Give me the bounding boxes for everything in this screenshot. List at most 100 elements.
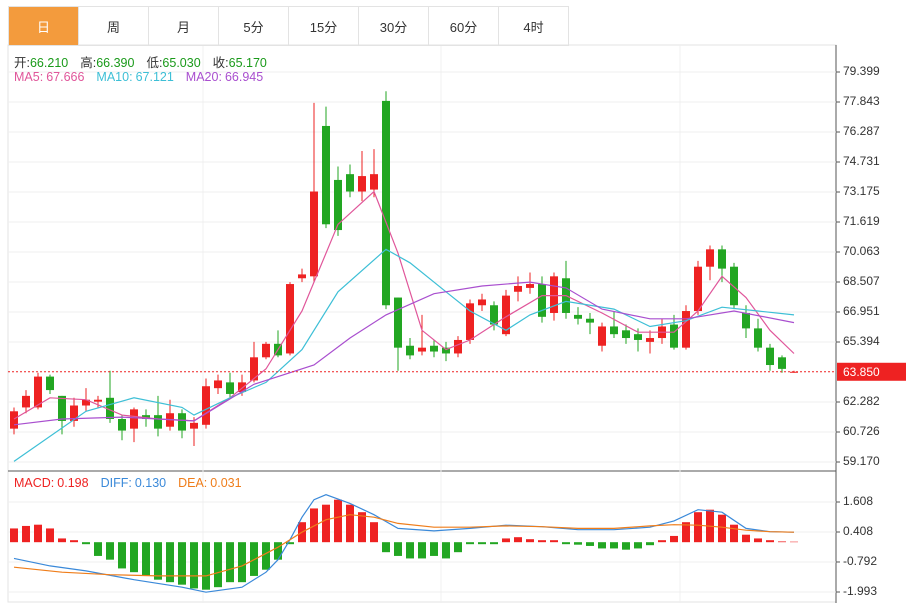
macd-bar <box>766 540 774 543</box>
legend-name: MA10: <box>96 70 133 84</box>
candle-body <box>334 179 342 231</box>
period-tab[interactable]: 月 <box>149 7 219 45</box>
legend-value: 67.666 <box>46 70 85 84</box>
period-tab[interactable]: 5分 <box>219 7 289 45</box>
candle-body <box>430 345 438 352</box>
macd-bar <box>154 542 162 580</box>
candle-body <box>406 345 414 356</box>
candle-body <box>454 339 462 354</box>
macd-bar <box>598 542 606 549</box>
ohlc-item: 低:65.030 <box>146 56 200 70</box>
macd-bar <box>226 542 234 583</box>
candle-body <box>622 330 630 339</box>
macd-legend: MACD: 0.198 DIFF: 0.130 DEA: 0.031 <box>14 476 254 490</box>
y-tick-label: 79.399 <box>843 64 880 78</box>
macd-bar <box>514 537 522 543</box>
y-tick-label: 59.170 <box>843 454 880 468</box>
candle-body <box>70 405 78 421</box>
macd-bar <box>118 542 126 569</box>
macd-bar <box>478 542 486 545</box>
macd-bar <box>214 542 222 588</box>
y-tick-label: 68.507 <box>843 274 880 288</box>
candle-body <box>382 100 390 306</box>
candle-body <box>238 382 246 393</box>
candle-body <box>358 176 366 192</box>
candle-body <box>694 266 702 312</box>
macd-bar <box>346 504 354 543</box>
macd-bar <box>394 542 402 556</box>
candle-body <box>598 326 606 346</box>
macd-bar <box>718 514 726 543</box>
macd-bar <box>370 522 378 543</box>
ohlc-item: 开:66.210 <box>14 56 68 70</box>
candle-body <box>742 312 750 329</box>
period-tab[interactable]: 4时 <box>499 7 569 45</box>
candle-body <box>154 415 162 429</box>
candle-body <box>94 399 102 402</box>
macd-bar <box>442 542 450 559</box>
candle-body <box>106 397 114 420</box>
period-tab[interactable]: 15分 <box>289 7 359 45</box>
macd-bar <box>430 542 438 556</box>
macd-bar <box>58 538 66 543</box>
ohlc-legend: 开:66.210 高:66.390 低:65.030 收:65.170 <box>14 52 279 71</box>
ohlc-label: 低: <box>146 56 163 70</box>
macd-bar <box>190 542 198 589</box>
candle-body <box>754 328 762 348</box>
legend-value: 0.198 <box>57 476 89 490</box>
macd-bar <box>106 542 114 560</box>
period-tab[interactable]: 日 <box>9 7 79 45</box>
period-tab[interactable]: 30分 <box>359 7 429 45</box>
macd-bar <box>382 542 390 553</box>
period-tab[interactable]: 周 <box>79 7 149 45</box>
legend-value: 0.031 <box>210 476 242 490</box>
macd-bar <box>658 540 666 543</box>
ohlc-value: 66.390 <box>96 56 135 70</box>
macd-bar <box>586 542 594 546</box>
legend-name: MACD: <box>14 476 55 490</box>
macd-bar <box>202 542 210 590</box>
ma-legend-item: MA20: 66.945 <box>186 70 263 84</box>
ohlc-label: 高: <box>80 56 97 70</box>
candle-body <box>82 399 90 406</box>
macd-legend-item: DEA: 0.031 <box>178 476 241 490</box>
candle-body <box>298 274 306 279</box>
candle-body <box>346 174 354 192</box>
candle-body <box>526 284 534 288</box>
macd-bar <box>46 528 54 543</box>
candle-body <box>610 326 618 335</box>
macd-bar <box>490 542 498 545</box>
candle-body <box>22 395 30 408</box>
ohlc-label: 收: <box>212 56 229 70</box>
legend-name: DEA: <box>178 476 208 490</box>
candle-body <box>250 357 258 381</box>
indicator-line <box>13 248 795 462</box>
candle-body <box>58 395 66 421</box>
candle-body <box>718 249 726 269</box>
candle-body <box>394 297 402 348</box>
ma-legend-item: MA5: 67.666 <box>14 70 84 84</box>
last-price-box <box>837 362 906 381</box>
macd-bar <box>466 542 474 545</box>
period-tab[interactable]: 60分 <box>429 7 499 45</box>
candle-body <box>262 343 270 358</box>
y-tick-label: -0.792 <box>843 554 877 568</box>
candle-body <box>634 334 642 340</box>
macd-bar <box>526 539 534 543</box>
macd-bar <box>34 524 42 543</box>
indicator-line <box>13 494 795 593</box>
candle-body <box>214 380 222 389</box>
macd-bar <box>322 504 330 543</box>
ohlc-label: 开: <box>14 56 30 70</box>
macd-bar <box>406 542 414 559</box>
macd-bar <box>130 542 138 573</box>
macd-bar <box>550 540 558 543</box>
macd-bar <box>694 512 702 543</box>
macd-bar <box>286 542 294 545</box>
candle-body <box>178 413 186 431</box>
ohlc-item: 收:65.170 <box>213 56 267 70</box>
macd-bar <box>634 542 642 549</box>
y-tick-label: 66.951 <box>843 304 880 318</box>
macd-bar <box>82 542 90 545</box>
candle-body <box>514 285 522 292</box>
